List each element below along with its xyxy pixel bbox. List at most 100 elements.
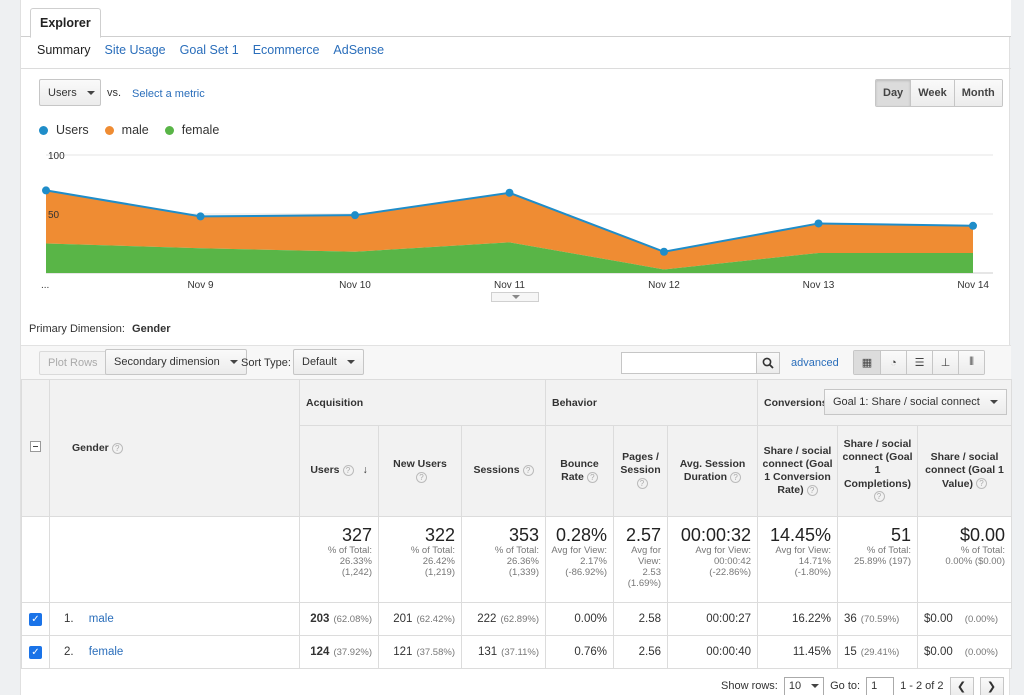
- month-button[interactable]: Month: [953, 80, 1002, 106]
- help-icon[interactable]: ?: [636, 478, 648, 490]
- help-icon[interactable]: ?: [873, 491, 885, 503]
- row-dimension-link[interactable]: male: [88, 613, 114, 625]
- subtab-goal-set-1[interactable]: Goal Set 1: [179, 43, 239, 57]
- col-users[interactable]: Users? ↓: [299, 425, 379, 517]
- col-sessions[interactable]: Sessions?: [461, 425, 546, 517]
- dimension-header[interactable]: Gender?: [49, 379, 300, 517]
- plot-rows-button[interactable]: Plot Rows: [39, 351, 107, 375]
- pie-view-icon[interactable]: ◔: [880, 351, 906, 374]
- chart-collapse-handle[interactable]: [491, 292, 539, 302]
- col-label: Sessions: [473, 464, 520, 477]
- show-rows-select[interactable]: 10: [783, 676, 825, 695]
- sort-type-select[interactable]: Default: [293, 349, 364, 375]
- row-sessions: 222 (62.89%): [461, 602, 546, 636]
- help-icon[interactable]: ?: [342, 465, 354, 477]
- row-dimension-link[interactable]: female: [88, 646, 124, 658]
- row-dimension-cell: 1. male: [49, 602, 300, 636]
- total-avg-duration: 00:00:32 Avg for View: 00:00:42 (-22.86%): [667, 516, 758, 603]
- bar-view-icon[interactable]: ☰: [906, 351, 932, 374]
- conversion-goal-value: Goal 1: Share / social connect: [833, 396, 980, 408]
- show-rows-label: Show rows:: [721, 680, 778, 692]
- group-header-row: Gender? Acquisition Behavior Conversions…: [21, 379, 1013, 517]
- primary-dimension-value[interactable]: Gender: [132, 323, 171, 335]
- group-conversions: Conversions Goal 1: Share / social conne…: [756, 379, 1013, 426]
- row-conversion-rate: 16.22%: [757, 602, 838, 636]
- row-users: 203 (62.08%): [299, 602, 379, 636]
- select-metric-link[interactable]: Select a metric: [132, 88, 205, 100]
- week-button[interactable]: Week: [910, 80, 954, 106]
- checkbox-checked-icon[interactable]: ✓: [29, 645, 42, 659]
- group-acquisition: Acquisition: [299, 379, 546, 426]
- chevron-down-icon: [989, 400, 998, 404]
- point-users: [351, 211, 359, 220]
- help-icon[interactable]: ?: [586, 471, 598, 483]
- total-users: 327% of Total: 26.33% (1,242): [299, 516, 379, 603]
- x-tick-label: Nov 12: [648, 280, 680, 291]
- minus-checkbox-icon[interactable]: [30, 441, 41, 452]
- chevron-down-icon: [811, 684, 820, 688]
- comparison-view-icon[interactable]: ⊥: [932, 351, 958, 374]
- advanced-filter-link[interactable]: advanced: [791, 357, 839, 369]
- row-new-users: 121 (37.58%): [378, 635, 462, 669]
- row-sessions: 131 (37.11%): [461, 635, 546, 669]
- area-female: [46, 242, 973, 273]
- table-search-input[interactable]: [621, 352, 756, 374]
- row-checkbox-cell[interactable]: ✓: [21, 602, 50, 636]
- row-conversion-rate: 11.45%: [757, 635, 838, 669]
- primary-dimension: Primary Dimension: Gender: [29, 323, 171, 335]
- goto-label: Go to:: [830, 680, 861, 692]
- col-label: New Users: [393, 457, 447, 470]
- table-toolbar: Plot Rows Secondary dimension Sort Type:…: [21, 345, 1011, 379]
- subtab-ecommerce[interactable]: Ecommerce: [252, 43, 320, 57]
- subtab-adsense[interactable]: AdSense: [333, 43, 385, 57]
- col-label: Share / social connect (Goal 1 Completio…: [842, 438, 913, 490]
- users-area-chart[interactable]: 100 50... Nov 9 Nov 10 Nov 11 Nov 12 Nov 13 Nov…: [21, 140, 1011, 305]
- next-page-icon[interactable]: ❯: [979, 676, 1004, 695]
- col-label: Share / social connect (Goal 1 Value): [925, 451, 1004, 490]
- col-pages-session[interactable]: Pages / Session?: [613, 425, 668, 517]
- col-bounce-rate[interactable]: Bounce Rate?: [545, 425, 614, 517]
- legend-label: Users: [56, 123, 89, 137]
- legend-item-users: Users: [39, 123, 89, 137]
- pivot-view-icon[interactable]: ⦀: [958, 351, 984, 374]
- row-checkbox-cell[interactable]: ✓: [21, 635, 50, 669]
- help-icon[interactable]: ?: [416, 471, 427, 483]
- table-view-icon[interactable]: ▦: [854, 351, 880, 374]
- secondary-dimension-select[interactable]: Secondary dimension: [105, 349, 247, 375]
- totals-blank: [49, 516, 300, 603]
- col-completions[interactable]: Share / social connect (Goal 1 Completio…: [837, 425, 918, 517]
- tab-explorer[interactable]: Explorer: [30, 8, 101, 38]
- row-index: 2.: [64, 646, 74, 658]
- goto-input[interactable]: 1: [866, 676, 895, 695]
- checkbox-checked-icon[interactable]: ✓: [29, 612, 42, 626]
- metric-select[interactable]: Users: [39, 79, 101, 106]
- row-avg-duration: 00:00:27: [667, 602, 758, 636]
- sort-arrow-icon: ↓: [362, 464, 368, 477]
- col-label: Bounce Rate: [560, 457, 599, 483]
- top-tab-bar: Explorer: [21, 0, 1011, 38]
- help-icon[interactable]: ?: [975, 478, 987, 490]
- help-icon[interactable]: ?: [111, 442, 123, 454]
- y-tick-label: 100: [48, 151, 65, 162]
- help-icon[interactable]: ?: [522, 465, 534, 477]
- conversion-goal-select[interactable]: Goal 1: Share / social connect: [824, 389, 1007, 415]
- help-icon[interactable]: ?: [806, 484, 818, 496]
- col-avg-duration[interactable]: Avg. Session Duration?: [667, 425, 758, 517]
- primary-dimension-label: Primary Dimension:: [29, 323, 125, 335]
- day-button[interactable]: Day: [876, 80, 911, 106]
- group-conversions-label: Conversions: [764, 396, 828, 409]
- total-new-users: 322% of Total: 26.42% (1,219): [378, 516, 462, 603]
- col-conversion-rate[interactable]: Share / social connect (Goal 1 Conversio…: [757, 425, 838, 517]
- subtab-summary[interactable]: Summary: [37, 43, 91, 57]
- prev-page-icon[interactable]: ❮: [949, 676, 974, 695]
- help-icon[interactable]: ?: [730, 471, 742, 483]
- select-all-cell[interactable]: [21, 379, 50, 517]
- sort-type-value: Default: [302, 356, 337, 368]
- col-new-users[interactable]: New Users?: [378, 425, 462, 517]
- subtab-site-usage[interactable]: Site Usage: [104, 43, 166, 57]
- row-goal-value: $0.00 (0.00%): [916, 602, 1013, 636]
- col-goal-value[interactable]: Share / social connect (Goal 1 Value)?: [916, 425, 1013, 517]
- col-label: Avg. Session Duration: [679, 457, 746, 483]
- search-button[interactable]: [756, 352, 780, 374]
- chevron-down-icon: [346, 360, 355, 364]
